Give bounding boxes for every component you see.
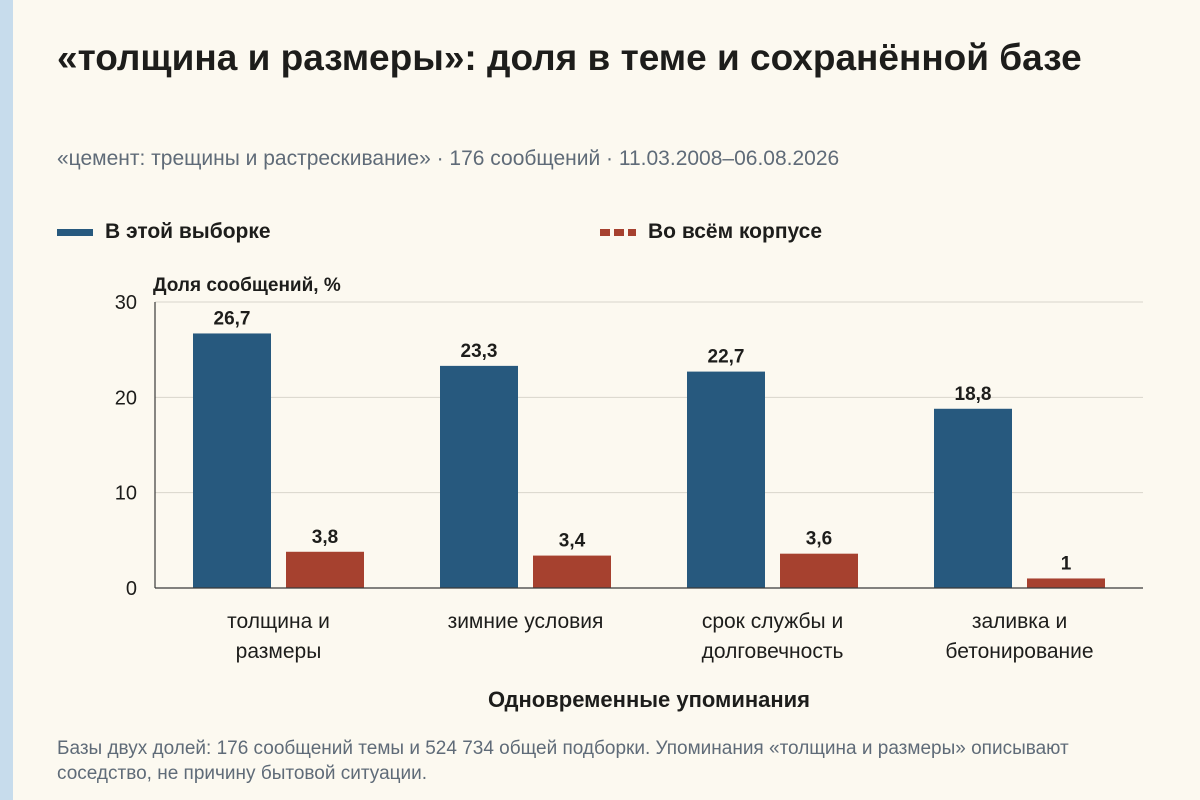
x-tick-label: срок службы и долговечность xyxy=(702,610,844,663)
bar xyxy=(440,365,518,588)
bar xyxy=(934,408,1012,588)
data-label: 26,7 xyxy=(214,308,251,329)
legend-swatch-sample xyxy=(57,228,93,236)
x-tick-label: заливка и бетонирование xyxy=(945,610,1093,663)
bar xyxy=(780,553,858,588)
y-tick-label: 0 xyxy=(126,578,137,600)
data-label: 3,8 xyxy=(312,527,338,548)
bar xyxy=(533,555,611,588)
left-accent-strip xyxy=(0,0,13,800)
data-label: 23,3 xyxy=(461,341,498,362)
data-label: 1 xyxy=(1061,553,1072,574)
legend-swatch-corpus xyxy=(600,228,636,236)
data-label: 18,8 xyxy=(955,384,992,405)
bars: 26,7 3,8 23,3 3,4 22,7 3,6 18,8 1 xyxy=(193,308,1105,588)
y-tick-label: 20 xyxy=(115,387,137,409)
chart-title: «толщина и размеры»: доля в теме и сохра… xyxy=(57,37,1082,78)
data-label: 3,6 xyxy=(806,529,832,550)
y-tick-label: 30 xyxy=(115,292,137,314)
legend-label-corpus: Во всём корпусе xyxy=(648,220,823,243)
data-label: 22,7 xyxy=(708,347,745,368)
x-tick-label: зимние условия xyxy=(448,610,604,633)
data-label: 3,4 xyxy=(559,531,586,552)
y-axis-title: Доля сообщений, % xyxy=(153,275,341,296)
footnote: Базы двух долей: 176 сообщений темы и 52… xyxy=(57,738,1069,784)
bar xyxy=(193,333,271,588)
legend-label-sample: В этой выборке xyxy=(105,220,271,243)
legend-item-sample: В этой выборке xyxy=(57,219,271,245)
x-tick-label: толщина и размеры xyxy=(227,610,330,663)
y-tick-label: 10 xyxy=(115,483,137,505)
legend-item-corpus: Во всём корпусе xyxy=(600,219,822,245)
x-axis-title: Одновременные упоминания xyxy=(488,687,810,712)
axes: 0 10 20 30 толщина и размеры зимние условия сро… xyxy=(115,292,1143,663)
bar xyxy=(1027,578,1105,588)
bar xyxy=(286,551,364,588)
bar xyxy=(687,371,765,588)
chart-subtitle: «цемент: трещины и растрескивание» · 176… xyxy=(57,147,840,170)
